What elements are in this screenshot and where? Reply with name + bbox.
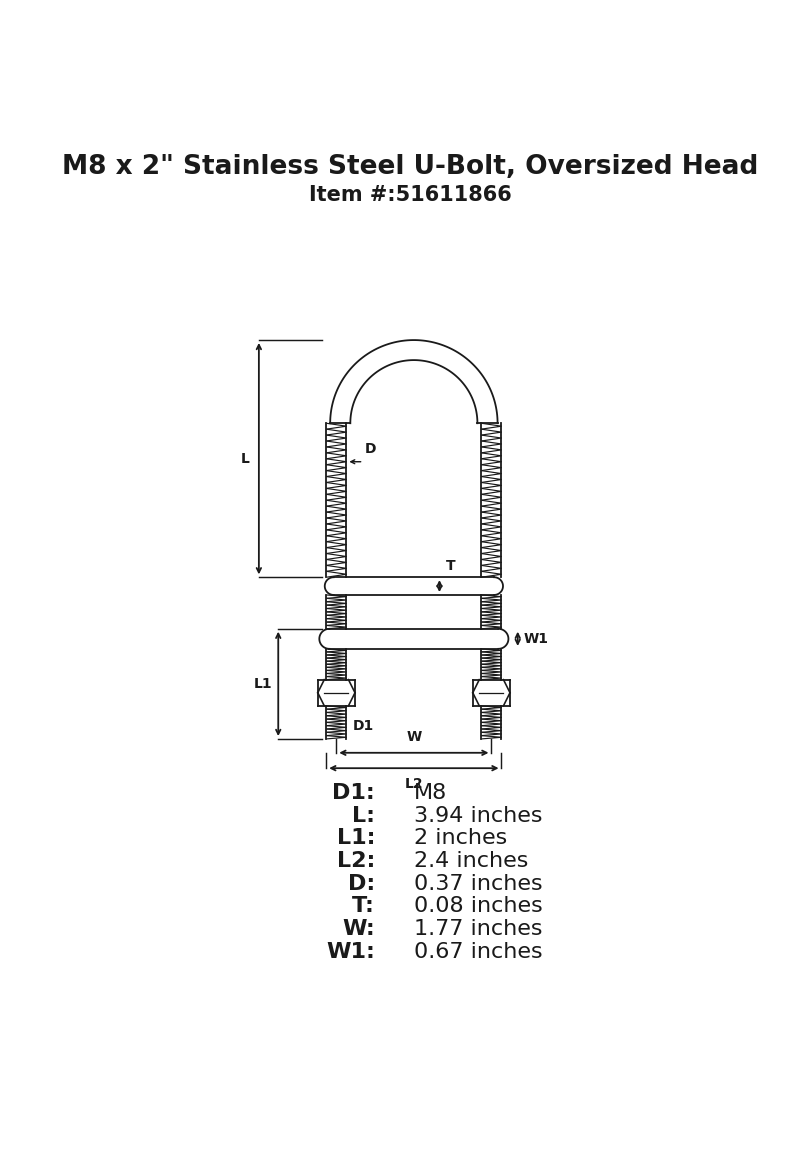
Text: L1: L1 — [254, 677, 272, 690]
Text: W:: W: — [342, 919, 375, 939]
Text: 1.77 inches: 1.77 inches — [414, 919, 542, 939]
Text: T:: T: — [352, 897, 375, 917]
Text: L:: L: — [352, 805, 375, 825]
Text: L: L — [241, 451, 250, 465]
Text: L2: L2 — [405, 777, 423, 791]
Text: L2:: L2: — [337, 851, 375, 871]
Text: 0.08 inches: 0.08 inches — [414, 897, 542, 917]
Text: 0.37 inches: 0.37 inches — [414, 873, 542, 894]
Text: M8: M8 — [414, 783, 447, 803]
Text: D1: D1 — [353, 720, 374, 734]
Text: M8 x 2" Stainless Steel U-Bolt, Oversized Head: M8 x 2" Stainless Steel U-Bolt, Oversize… — [62, 154, 758, 179]
Text: Item #:51611866: Item #:51611866 — [309, 184, 511, 205]
Text: L1:: L1: — [337, 829, 375, 849]
Text: W1: W1 — [524, 632, 549, 646]
Text: D: D — [365, 442, 377, 456]
Text: 0.67 inches: 0.67 inches — [414, 942, 542, 962]
Text: 2.4 inches: 2.4 inches — [414, 851, 528, 871]
Text: T: T — [446, 559, 455, 573]
Text: W: W — [406, 729, 422, 743]
Text: D1:: D1: — [332, 783, 375, 803]
Text: W1:: W1: — [326, 942, 375, 962]
Text: 3.94 inches: 3.94 inches — [414, 805, 542, 825]
Text: 2 inches: 2 inches — [414, 829, 507, 849]
Text: D:: D: — [348, 873, 375, 894]
